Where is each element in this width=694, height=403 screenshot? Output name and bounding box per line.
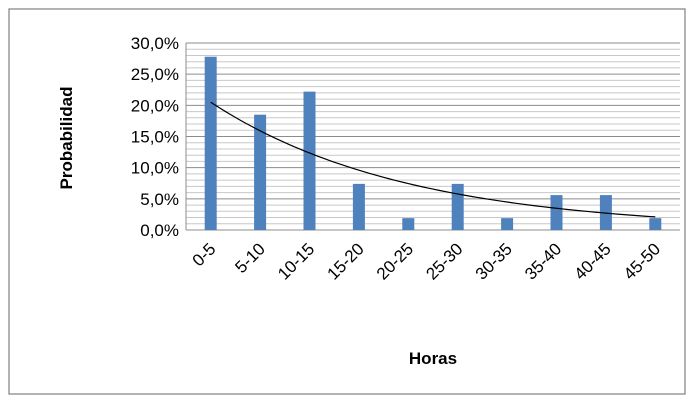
y-tick-label: 25,0% [131,65,179,84]
bar [204,56,217,230]
y-axis-label: Probabilidad [57,87,76,190]
y-tick-label: 15,0% [131,128,179,147]
bar [254,114,267,230]
chart-border [8,8,686,395]
gridlines [185,42,680,231]
bar [649,218,662,230]
bar [352,183,365,230]
y-tick-label: 30,0% [131,34,179,53]
y-tick-label: 20,0% [131,96,179,115]
bar [501,218,514,230]
y-tick-label: 10,0% [131,159,179,178]
x-axis-label: Horas [409,349,457,368]
exponential-trendline [210,101,656,218]
y-tick-label: 5,0% [140,190,179,209]
bars [204,56,662,231]
y-tick-label: 0,0% [140,221,179,240]
trendline [210,101,656,218]
bar [451,183,464,230]
bar [303,91,316,231]
y-tick-labels: 0,0% 5,0% 10,0% 15,0% 20,0% 25,0% 30,0% [131,34,179,240]
bar [550,195,563,230]
bar [402,218,415,230]
